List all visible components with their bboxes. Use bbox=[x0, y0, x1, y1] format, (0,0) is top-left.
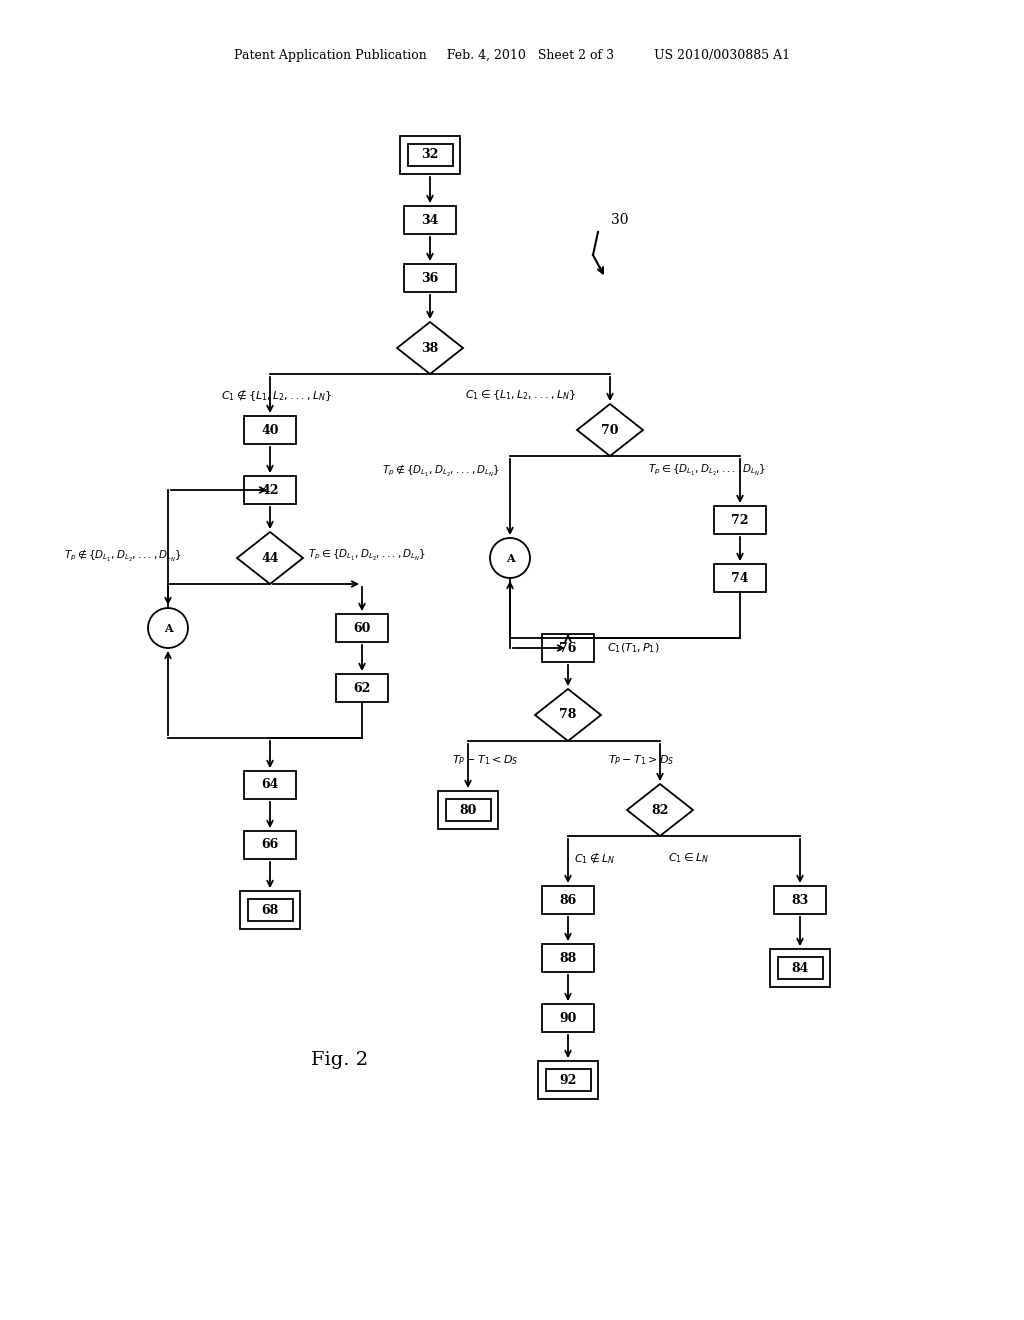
Text: Fig. 2: Fig. 2 bbox=[311, 1051, 369, 1069]
Text: 32: 32 bbox=[421, 149, 438, 161]
Bar bbox=[248, 899, 293, 921]
Bar bbox=[240, 891, 300, 929]
Text: $C_1\notin\{L_1, L_2,...,L_N\}$: $C_1\notin\{L_1, L_2,...,L_N\}$ bbox=[221, 387, 332, 403]
Text: $C_1\notin L_N$: $C_1\notin L_N$ bbox=[574, 850, 615, 866]
Text: 60: 60 bbox=[353, 622, 371, 635]
Bar bbox=[714, 564, 766, 591]
Text: 74: 74 bbox=[731, 572, 749, 585]
Text: 38: 38 bbox=[421, 342, 438, 355]
Text: $C_1(T_1,P_1)$: $C_1(T_1,P_1)$ bbox=[607, 642, 659, 655]
Text: 76: 76 bbox=[559, 642, 577, 655]
Text: $C_1\in\{L_1, L_2,...,L_N\}$: $C_1\in\{L_1, L_2,...,L_N\}$ bbox=[465, 388, 577, 401]
Bar bbox=[244, 832, 296, 859]
Text: A: A bbox=[164, 623, 172, 634]
Bar bbox=[336, 614, 388, 642]
Text: 90: 90 bbox=[559, 1011, 577, 1024]
Text: 64: 64 bbox=[261, 779, 279, 792]
Bar bbox=[542, 944, 594, 972]
Text: $T_P-T_1<D_S$: $T_P-T_1<D_S$ bbox=[452, 754, 518, 767]
Bar bbox=[404, 206, 456, 234]
Bar bbox=[538, 1061, 598, 1100]
Text: 62: 62 bbox=[353, 681, 371, 694]
Bar bbox=[714, 506, 766, 535]
Text: 86: 86 bbox=[559, 894, 577, 907]
Text: 92: 92 bbox=[559, 1073, 577, 1086]
Text: A: A bbox=[506, 553, 514, 564]
Bar bbox=[438, 791, 498, 829]
Text: 36: 36 bbox=[421, 272, 438, 285]
Bar bbox=[336, 675, 388, 702]
Text: 72: 72 bbox=[731, 513, 749, 527]
Text: $C_1\in L_N$: $C_1\in L_N$ bbox=[668, 851, 709, 865]
Bar bbox=[774, 886, 826, 913]
Text: 30: 30 bbox=[611, 213, 629, 227]
Text: 66: 66 bbox=[261, 838, 279, 851]
Text: 70: 70 bbox=[601, 424, 618, 437]
Text: $T_P-T_1>D_S$: $T_P-T_1>D_S$ bbox=[608, 754, 675, 767]
Text: 42: 42 bbox=[261, 483, 279, 496]
Bar bbox=[244, 477, 296, 504]
Bar bbox=[777, 957, 822, 979]
Bar bbox=[546, 1069, 591, 1092]
Text: 40: 40 bbox=[261, 424, 279, 437]
Text: 83: 83 bbox=[792, 894, 809, 907]
Bar bbox=[244, 416, 296, 444]
Bar bbox=[400, 136, 460, 174]
Text: 34: 34 bbox=[421, 214, 438, 227]
Bar bbox=[445, 799, 490, 821]
Bar bbox=[542, 886, 594, 913]
Bar bbox=[770, 949, 830, 987]
Bar bbox=[542, 634, 594, 663]
Text: Patent Application Publication     Feb. 4, 2010   Sheet 2 of 3          US 2010/: Patent Application Publication Feb. 4, 2… bbox=[233, 49, 791, 62]
Text: 80: 80 bbox=[460, 804, 477, 817]
Text: 88: 88 bbox=[559, 952, 577, 965]
Text: 82: 82 bbox=[651, 804, 669, 817]
Bar bbox=[542, 1005, 594, 1032]
Text: 84: 84 bbox=[792, 961, 809, 974]
Bar bbox=[408, 144, 453, 166]
Text: $T_p\in\{D_{L_1}, D_{L_2},...,D_{L_N}\}$: $T_p\in\{D_{L_1}, D_{L_2},...,D_{L_N}\}$ bbox=[308, 548, 426, 562]
Text: 78: 78 bbox=[559, 709, 577, 722]
Bar bbox=[404, 264, 456, 292]
Bar bbox=[244, 771, 296, 799]
Text: 44: 44 bbox=[261, 552, 279, 565]
Text: $T_p\notin\{D_{L_1}, D_{L_2},...,D_{L_N}\}$: $T_p\notin\{D_{L_1}, D_{L_2},...,D_{L_N}… bbox=[63, 546, 182, 562]
Text: $T_p\in\{D_{L_1}, D_{L_2},...,D_{L_N}\}$: $T_p\in\{D_{L_1}, D_{L_2},...,D_{L_N}\}$ bbox=[648, 462, 766, 478]
Text: $T_p\notin\{D_{L_1}, D_{L_2},...,D_{L_N}\}$: $T_p\notin\{D_{L_1}, D_{L_2},...,D_{L_N}… bbox=[382, 462, 500, 478]
Text: 68: 68 bbox=[261, 903, 279, 916]
